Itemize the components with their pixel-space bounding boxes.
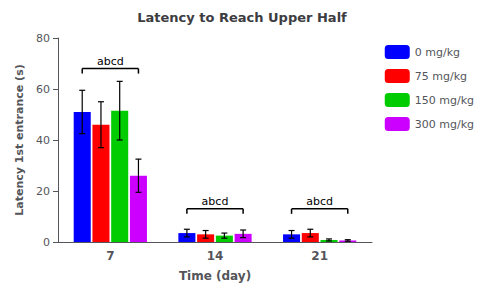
svg-text:300 mg/kg: 300 mg/kg [415, 118, 474, 131]
svg-text:14: 14 [207, 249, 224, 263]
svg-text:0: 0 [43, 236, 50, 249]
svg-text:abcd: abcd [202, 195, 229, 208]
svg-text:Latency to Reach Upper Half: Latency to Reach Upper Half [137, 10, 347, 25]
svg-text:0 mg/kg: 0 mg/kg [415, 46, 460, 59]
svg-text:abcd: abcd [306, 195, 333, 208]
svg-text:20: 20 [36, 185, 50, 198]
svg-text:21: 21 [311, 249, 328, 263]
svg-text:80: 80 [36, 32, 50, 45]
svg-text:40: 40 [36, 134, 50, 147]
svg-text:Latency 1st entrance (s): Latency 1st entrance (s) [13, 64, 26, 215]
svg-text:60: 60 [36, 83, 50, 96]
svg-text:7: 7 [106, 249, 114, 263]
svg-text:Time (day): Time (day) [179, 269, 251, 283]
svg-text:abcd: abcd [97, 55, 124, 68]
svg-text:75 mg/kg: 75 mg/kg [415, 70, 467, 83]
svg-text:150 mg/kg: 150 mg/kg [415, 94, 474, 107]
